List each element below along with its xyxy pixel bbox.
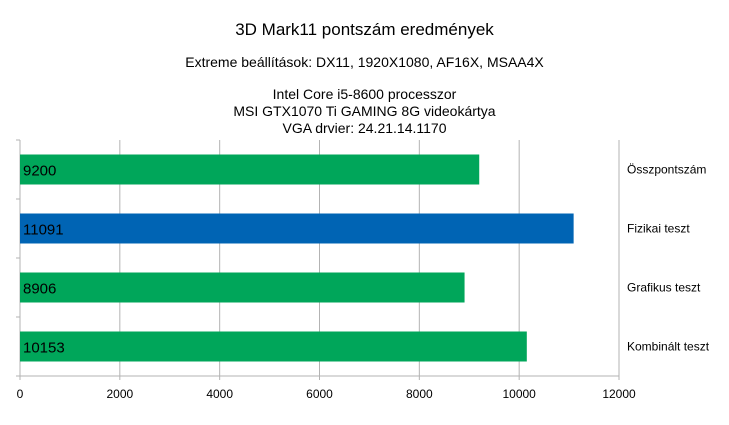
data-label: 10153 [23, 340, 65, 357]
data-label: 11091 [23, 222, 64, 239]
info-line-driver: VGA drvier: 24.21.14.1170 [282, 120, 447, 136]
x-tick-label: 12000 [602, 387, 636, 401]
bar-2 [20, 272, 465, 303]
category-label: Grafikus teszt [627, 281, 701, 295]
info-line-processor: Intel Core i5-8600 processzor [272, 86, 457, 102]
bar-1 [20, 213, 574, 244]
data-label: 8906 [23, 281, 56, 298]
info-line-videocard: MSI GTX1070 Ti GAMING 8G videokártya [233, 103, 496, 119]
bar-3 [20, 331, 527, 362]
chart-subtitle: Extreme beállítások: DX11, 1920X1080, AF… [185, 54, 544, 70]
bar-0 [20, 154, 480, 185]
x-tick-label: 2000 [106, 387, 133, 401]
x-tick-label: 8000 [406, 387, 433, 401]
chart-title: 3D Mark11 pontszám eredmények [235, 20, 494, 39]
data-label: 9200 [23, 163, 56, 180]
x-tick-label: 6000 [306, 387, 333, 401]
category-label: Kombinált teszt [627, 340, 710, 354]
x-tick-label: 0 [17, 387, 24, 401]
category-label: Összpontszám [627, 163, 706, 177]
category-label: Fizikai teszt [627, 222, 690, 236]
x-tick-label: 10000 [502, 387, 536, 401]
x-tick-label: 4000 [206, 387, 233, 401]
